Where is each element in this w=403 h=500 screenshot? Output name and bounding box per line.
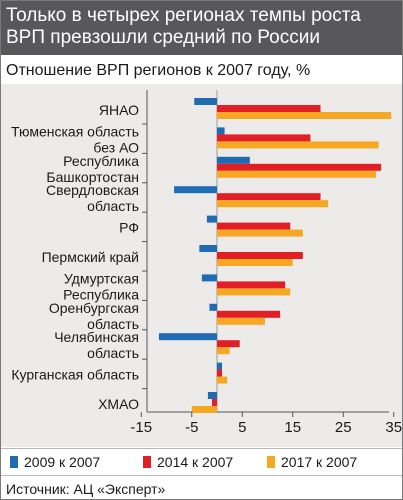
category-label-2-0: Республика — [63, 153, 139, 169]
bar-2009-4 — [206, 215, 217, 223]
bar-2017-7 — [217, 317, 265, 325]
x-tick-label-2: 5 — [238, 419, 246, 436]
bar-2014-10 — [211, 399, 217, 406]
category-label-9-0: Курганская область — [11, 367, 139, 383]
category-label-10-0: ХМАО — [98, 396, 139, 412]
bar-2017-8 — [217, 347, 230, 355]
category-label-8-0: Челябинская — [54, 329, 139, 345]
bar-2009-10 — [207, 392, 217, 399]
category-label-4-0: РФ — [119, 220, 139, 236]
bar-2014-1 — [217, 134, 311, 142]
legend-item-2017: 2017 к 2007 — [267, 454, 357, 470]
bar-2009-0 — [194, 98, 217, 105]
bar-2017-4 — [217, 229, 303, 237]
category-label-5-0: Пермский край — [42, 249, 139, 265]
chart-title: Только в четырех регионах темпы роста ВР… — [6, 5, 361, 48]
legend: 2009 к 2007 2014 к 2007 2017 к 2007 — [1, 448, 402, 476]
bar-2014-3 — [217, 193, 321, 201]
bar-2017-9 — [217, 376, 228, 384]
legend-swatch-2009 — [10, 456, 18, 468]
bar-2017-2 — [217, 170, 377, 178]
bar-2009-3 — [174, 186, 217, 194]
bar-2009-9 — [217, 362, 223, 370]
bar-2014-4 — [217, 222, 291, 230]
legend-item-2009: 2009 к 2007 — [10, 454, 100, 470]
category-label-1-0: Тюменская область — [11, 123, 139, 139]
legend-label-2017: 2017 к 2007 — [281, 454, 358, 470]
legend-label-2014: 2014 к 2007 — [157, 454, 234, 470]
category-label-2-1: Башкортостан — [46, 169, 139, 185]
chart-subtitle: Отношение ВРП регионов к 2007 году, % — [6, 62, 311, 79]
bar-2014-2 — [217, 163, 382, 171]
bar-2014-0 — [217, 105, 321, 112]
category-label-8-1: область — [87, 345, 139, 361]
category-label-0-0: ЯНАО — [99, 102, 139, 118]
bar-2017-0 — [217, 112, 392, 119]
bar-2017-1 — [217, 141, 379, 149]
title-band: Только в четырех регионах темпы роста ВР… — [1, 1, 402, 55]
x-tick-label-5: 35 — [385, 419, 402, 436]
legend-item-2014: 2014 к 2007 — [143, 454, 233, 470]
x-tick-label-3: 15 — [284, 419, 301, 436]
bar-2009-5 — [199, 245, 217, 252]
bar-2009-7 — [209, 303, 217, 311]
source-note: Источник: АЦ «Эксперт» — [6, 481, 166, 497]
legend-label-2009: 2009 к 2007 — [24, 454, 101, 470]
bar-2009-2 — [217, 156, 250, 164]
legend-swatch-2014 — [143, 456, 151, 468]
x-tick-label-4: 25 — [335, 419, 352, 436]
bar-2014-5 — [217, 252, 303, 259]
bar-2009-8 — [158, 333, 217, 341]
category-label-7-0: Оренбургская — [49, 300, 139, 316]
bar-2017-10 — [191, 406, 217, 413]
legend-swatch-2017 — [267, 456, 275, 468]
category-label-6-1: Республика — [63, 286, 139, 302]
category-label-3-1: область — [87, 198, 139, 214]
bar-2009-1 — [217, 127, 225, 135]
bar-2014-6 — [217, 281, 286, 289]
category-label-6-0: Удмуртская — [64, 270, 139, 286]
bar-2009-6 — [201, 274, 217, 282]
bar-2014-7 — [217, 310, 281, 318]
x-tick-label-1: -5 — [185, 419, 198, 436]
category-label-7-1: область — [87, 316, 139, 332]
category-label-1-1: без АО — [93, 139, 139, 155]
plot-panel: ЯНАО Тюменская область без АО Республика Баш… — [1, 84, 402, 447]
bar-2017-3 — [217, 200, 329, 208]
x-tick-label-0: -15 — [130, 419, 152, 436]
bar-2017-5 — [217, 259, 293, 266]
bar-2014-9 — [217, 369, 223, 377]
bar-2014-8 — [217, 340, 240, 348]
category-label-3-0: Свердловская — [46, 182, 139, 198]
bar-2017-6 — [217, 288, 291, 296]
